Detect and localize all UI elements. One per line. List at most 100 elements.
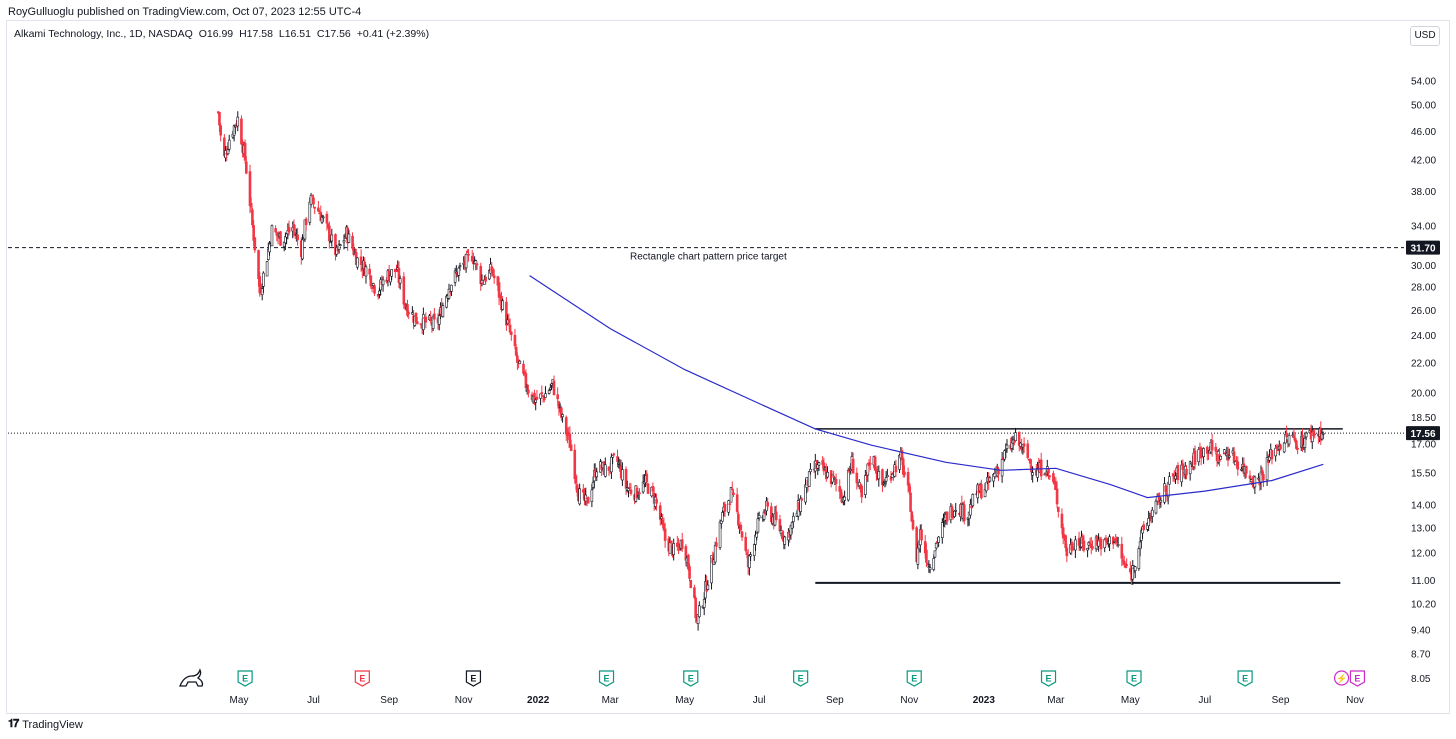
candle-body (549, 387, 552, 390)
candle-body (1056, 506, 1060, 512)
candle-body (926, 563, 929, 566)
candle-body (403, 302, 407, 307)
candle-body (807, 471, 811, 487)
candle-body (1091, 546, 1094, 549)
candle-body (906, 472, 910, 486)
earnings-marker-icon[interactable]: E (237, 670, 253, 687)
candle-body (534, 399, 538, 403)
candle-body (617, 462, 621, 465)
earnings-marker-icon[interactable]: ⚡ (1333, 670, 1350, 686)
candle-body (688, 566, 691, 579)
candle-body (321, 216, 325, 219)
candle-body (1013, 441, 1016, 444)
publisher-line: RoyGulluoglu published on TradingView.co… (8, 6, 362, 18)
earnings-marker-icon[interactable]: E (598, 670, 615, 687)
footer-brand: 𝟏𝟕 TradingView (8, 718, 83, 731)
earnings-marker-icon[interactable]: E (354, 670, 370, 687)
candle-body (680, 539, 684, 549)
candle-body (1111, 536, 1115, 545)
tradingview-logo-icon: 𝟏𝟕 (8, 718, 19, 730)
earnings-marker-label: E (1242, 674, 1248, 684)
candle-body (334, 234, 337, 256)
candle-body (817, 462, 821, 466)
candle-body (561, 414, 564, 418)
candle-body (971, 494, 975, 507)
candle-body (1048, 475, 1052, 478)
candle-body (274, 228, 277, 233)
candle-body (292, 224, 296, 231)
candle-body (945, 511, 949, 522)
candle-body (218, 112, 221, 126)
candle-body (884, 477, 888, 482)
candle-body (1026, 443, 1030, 458)
candle-body (406, 304, 409, 316)
candle-body (484, 276, 487, 282)
candle-body (491, 268, 495, 276)
candle-body (809, 468, 812, 473)
earnings-marker-shape (1349, 670, 1366, 687)
candle-body (437, 315, 441, 325)
earnings-marker-icon[interactable]: E (1126, 670, 1142, 687)
candle-body (988, 477, 992, 482)
earnings-marker-icon[interactable]: E (793, 670, 809, 687)
earnings-marker-icon[interactable]: E (1349, 670, 1366, 687)
x-tick-label: Nov (900, 695, 918, 706)
candle-body (312, 197, 315, 205)
candle-body (920, 529, 923, 541)
candle-body (932, 558, 936, 570)
candle-body (689, 580, 693, 589)
candle-body (823, 467, 827, 470)
earnings-marker-label: E (911, 674, 917, 684)
candle-body (337, 243, 341, 250)
candle-body (728, 503, 732, 505)
candle-body (1147, 518, 1150, 527)
candle-body (621, 469, 624, 481)
candle-body (1154, 500, 1158, 514)
candle-body (744, 536, 748, 551)
candle-body (832, 475, 835, 478)
candle-body (737, 514, 740, 526)
candle-body (1004, 449, 1008, 451)
candle-body (450, 284, 453, 292)
candle-body (1279, 444, 1282, 450)
y-tick-label: 30.00 (1411, 261, 1436, 272)
candle-body (925, 549, 928, 563)
candle-body (328, 225, 331, 242)
candle-body (1214, 446, 1218, 452)
candle-body (467, 253, 470, 256)
candle-body (698, 605, 701, 617)
earnings-marker-shape (906, 670, 922, 687)
earnings-marker-icon[interactable]: E (906, 670, 922, 687)
earnings-marker-icon[interactable]: E (1040, 670, 1057, 687)
candle-body (492, 275, 496, 279)
candle-body (1055, 488, 1059, 505)
x-tick-label: Sep (826, 695, 844, 706)
candle-body (381, 279, 385, 286)
earnings-marker-label: E (1131, 674, 1137, 684)
candle-body (226, 149, 230, 155)
currency-button[interactable]: USD (1410, 26, 1440, 46)
candle-body (755, 532, 759, 538)
candle-body (1022, 443, 1026, 447)
ohlc-close: C17.56 (316, 28, 351, 40)
candle-body (527, 389, 530, 394)
candle-body (1210, 440, 1214, 451)
candle-body (1260, 469, 1264, 476)
symbol-name[interactable]: Alkami Technology, Inc., 1D, NASDAQ (14, 28, 193, 40)
candle-body (575, 484, 579, 493)
candle-body (402, 276, 406, 305)
earnings-marker-icon[interactable]: E (1237, 670, 1253, 687)
candle-body (1159, 499, 1163, 503)
candle-body (457, 267, 461, 276)
earnings-marker-label: E (798, 674, 804, 684)
ohlc-high: H17.58 (239, 28, 273, 40)
candle-body (310, 194, 314, 197)
candle-body (843, 496, 846, 501)
earnings-marker-icon[interactable]: E (683, 670, 699, 687)
candle-body (287, 227, 291, 233)
candle-body (646, 483, 650, 494)
candle-body (422, 314, 425, 330)
brand-name: TradingView (22, 718, 83, 731)
earnings-marker-icon[interactable]: E (465, 670, 482, 687)
